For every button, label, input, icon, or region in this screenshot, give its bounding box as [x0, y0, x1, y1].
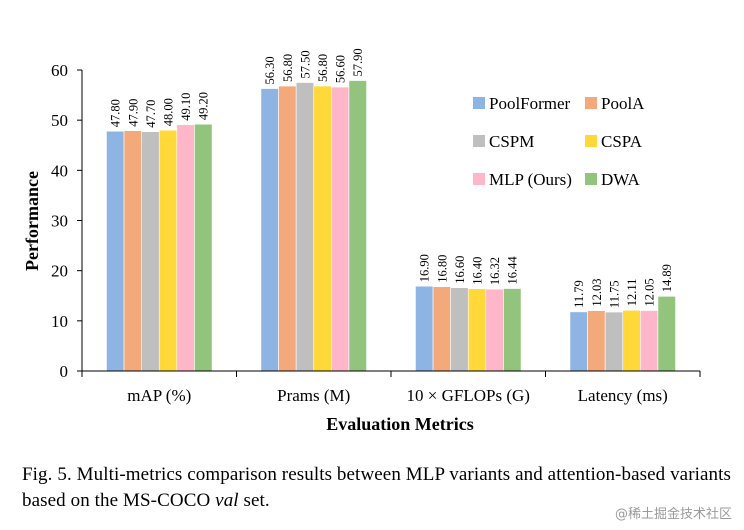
- bar: [622, 309, 641, 372]
- bar-value-label: 12.03: [590, 279, 604, 307]
- bar: [123, 130, 142, 372]
- bars-layer: [106, 80, 676, 372]
- legend-label: MLP (Ours): [489, 170, 572, 189]
- legend-swatch: [585, 97, 597, 109]
- bar-value-label: 16.60: [453, 256, 467, 284]
- x-tick-label: 10 × GFLOPs (G): [407, 386, 530, 405]
- x-tick-label: mAP (%): [127, 386, 191, 405]
- legend-label: PoolFormer: [489, 94, 571, 113]
- bar-value-label: 49.20: [197, 92, 211, 120]
- bar-value-label: 57.90: [351, 48, 365, 76]
- bar: [295, 82, 315, 372]
- bar-value-label: 48.00: [162, 98, 176, 126]
- watermark: @稀土掘金技术社区: [614, 507, 732, 522]
- caption-text: Fig. 5. Multi-metrics comparison results…: [22, 464, 732, 511]
- bar: [657, 296, 676, 372]
- bar: [450, 287, 469, 372]
- x-tick-label: Prams (M): [277, 386, 350, 405]
- bar: [194, 123, 213, 372]
- bar: [415, 285, 434, 372]
- bar: [640, 310, 659, 372]
- bar-value-label: 49.10: [179, 93, 193, 121]
- bar: [348, 80, 367, 372]
- bar-value-label: 12.05: [643, 278, 657, 306]
- bar-value-label: 56.60: [334, 55, 348, 83]
- bar-value-label: 11.79: [572, 280, 586, 308]
- y-tick-label: 30: [51, 212, 68, 231]
- bar-value-label: 56.80: [316, 54, 330, 82]
- value-labels-layer: 47.80 47.90 47.70 48.00 49.10 49.20 56.30 56.80…: [109, 48, 675, 308]
- legend-swatch: [585, 135, 597, 147]
- bar: [604, 311, 624, 372]
- bar-value-label: 14.89: [660, 264, 674, 292]
- x-ticks-layer: mAP (%) Prams (M) 10 × GFLOPs (G) Latency (…: [81, 371, 701, 405]
- x-tick-label: Latency (ms): [578, 386, 668, 405]
- bar-value-label: 16.40: [471, 257, 485, 285]
- bar: [176, 124, 195, 372]
- y-tick-label: 40: [51, 161, 68, 180]
- caption-italic-text: val: [215, 490, 239, 511]
- legend-label: CSPM: [489, 132, 534, 151]
- y-tick-label: 50: [51, 111, 68, 130]
- legend-label: CSPA: [601, 132, 643, 151]
- y-tick-label: 20: [51, 262, 68, 281]
- bar: [278, 85, 297, 372]
- bar: [260, 88, 279, 372]
- bar-value-label: 56.80: [281, 54, 295, 82]
- legend: PoolFormer PoolA CSPM CSPA MLP (Ours) DWA: [473, 94, 645, 189]
- bar: [313, 85, 332, 372]
- bar-value-label: 16.44: [506, 256, 520, 285]
- bar: [467, 288, 487, 372]
- bar-value-label: 57.50: [298, 50, 312, 78]
- bar: [503, 288, 522, 372]
- bar-value-label: 47.70: [144, 100, 158, 128]
- bar: [331, 86, 350, 372]
- bar-chart: 47.80 47.90 47.70 48.00 49.10 49.20 56.30 56.80…: [22, 48, 701, 434]
- legend-swatch: [473, 173, 485, 185]
- bar: [106, 130, 125, 372]
- bar-value-label: 16.32: [488, 257, 502, 285]
- y-tick-label: 0: [60, 362, 69, 381]
- legend-label: DWA: [601, 170, 640, 189]
- figure-caption: Fig. 5. Multi-metrics comparison results…: [22, 462, 734, 514]
- bar: [158, 129, 178, 372]
- bar: [569, 311, 588, 372]
- bar-value-label: 56.30: [263, 56, 277, 84]
- bar-value-label: 11.75: [607, 280, 621, 308]
- bar-value-label: 47.80: [109, 99, 123, 127]
- bar: [587, 310, 606, 372]
- legend-swatch: [585, 173, 597, 185]
- legend-swatch: [473, 97, 485, 109]
- bar: [485, 288, 504, 372]
- y-ticks-layer: 0 10 20 30 40 50 60: [51, 61, 82, 381]
- y-tick-label: 60: [51, 61, 68, 80]
- y-tick-label: 10: [51, 312, 68, 331]
- legend-swatch: [473, 135, 485, 147]
- bar-value-label: 16.80: [435, 255, 449, 283]
- y-axis-title: Performance: [22, 171, 42, 271]
- legend-label: PoolA: [601, 94, 645, 113]
- bar: [141, 131, 160, 372]
- x-axis-title: Evaluation Metrics: [326, 414, 473, 434]
- bar-value-label: 12.11: [625, 279, 639, 307]
- caption-text-end: set.: [238, 490, 270, 511]
- bar: [432, 286, 451, 372]
- bar-value-label: 16.90: [418, 254, 432, 282]
- bar-value-label: 47.90: [126, 99, 140, 127]
